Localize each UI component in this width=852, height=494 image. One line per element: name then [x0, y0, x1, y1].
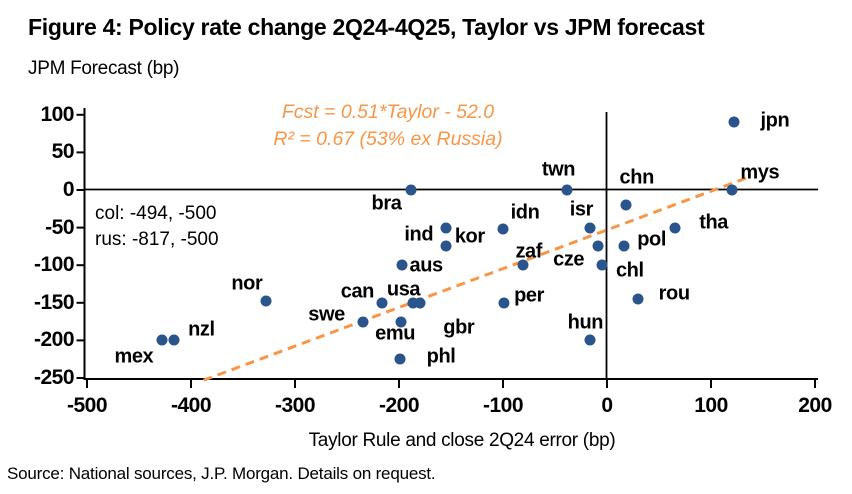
data-point-nor	[260, 295, 272, 307]
point-label-zaf: zaf	[515, 240, 543, 263]
trendline-dashed	[202, 175, 749, 382]
x-tick-label--400: -400	[170, 394, 212, 417]
point-label-usa: usa	[386, 278, 421, 301]
x-tick-label--200: -200	[378, 394, 420, 417]
offchart-note-rus: rus: -817, -500	[95, 229, 219, 250]
data-point-usa	[407, 297, 419, 309]
data-point-phl	[394, 353, 406, 365]
data-point-can	[376, 297, 388, 309]
data-point-ind	[440, 222, 452, 234]
point-label-gbr: gbr	[443, 316, 475, 339]
data-point-kor	[440, 240, 452, 252]
data-point-swe	[357, 316, 369, 328]
y-axis-title: JPM Forecast (bp)	[28, 58, 180, 79]
data-point-jpn	[728, 116, 740, 128]
y-tick-label-100: 100	[40, 102, 74, 126]
data-point-bra	[405, 184, 417, 196]
point-label-bra: bra	[371, 192, 402, 215]
y-tick-label--50: -50	[45, 215, 74, 239]
r-squared-line: R² = 0.67 (53% ex Russia)	[273, 128, 503, 150]
point-label-nor: nor	[231, 272, 263, 295]
point-label-emu: emu	[375, 322, 416, 345]
equation-line: Fcst = 0.51*Taylor - 52.0	[281, 101, 495, 123]
data-point-cze	[592, 240, 604, 252]
trendline-equation-annotation: Fcst = 0.51*Taylor - 52.0 R² = 0.67 (53%…	[273, 99, 502, 153]
offchart-note-col: col: -494, -500	[95, 203, 217, 224]
point-label-twn: twn	[541, 158, 576, 181]
y-tick-label--250: -250	[33, 366, 75, 389]
data-point-per	[498, 297, 510, 309]
point-label-kor: kor	[454, 225, 485, 248]
point-label-phl: phl	[426, 345, 456, 368]
point-label-pol: pol	[637, 228, 667, 251]
data-point-rou	[632, 293, 644, 305]
point-label-hun: hun	[567, 311, 604, 334]
data-point-idn	[497, 223, 509, 235]
x-tick-label--100: -100	[482, 394, 524, 417]
data-point-chn	[620, 199, 632, 211]
data-point-zaf	[517, 259, 529, 271]
data-point-nzl	[168, 334, 180, 346]
data-point-chl	[596, 259, 608, 271]
x-tick-label--500: -500	[66, 394, 108, 417]
y-tick-label--150: -150	[33, 290, 75, 314]
point-label-can: can	[340, 280, 375, 303]
data-point-mys	[726, 184, 738, 196]
data-point-aus	[396, 259, 408, 271]
x-tick-label-0: 0	[601, 394, 613, 417]
data-point-isr	[584, 222, 596, 234]
data-point-tha	[669, 222, 681, 234]
x-tick-label-200: 200	[798, 394, 832, 417]
x-axis-title: Taylor Rule and close 2Q24 error (bp)	[308, 430, 616, 451]
x-tick-label--300: -300	[274, 394, 316, 417]
point-label-mys: mys	[740, 161, 780, 184]
point-label-per: per	[514, 284, 544, 307]
x-tick-label-100: 100	[694, 394, 728, 417]
point-label-rou: rou	[658, 282, 690, 305]
offchart-points-note: col: -494, -500 rus: -817, -500	[95, 201, 219, 253]
data-point-twn	[561, 184, 573, 196]
source-note: Source: National sources, J.P. Morgan. D…	[7, 464, 436, 483]
point-label-aus: aus	[409, 254, 443, 277]
point-label-jpn: jpn	[760, 109, 790, 132]
figure-title: Figure 4: Policy rate change 2Q24-4Q25, …	[28, 14, 705, 40]
point-label-chn: chn	[619, 166, 655, 189]
point-label-ind: ind	[404, 223, 434, 246]
point-label-cze: cze	[553, 248, 585, 271]
point-label-isr: isr	[569, 198, 594, 221]
data-point-mex	[156, 334, 168, 346]
data-point-hun	[584, 334, 596, 346]
y-tick-label-0: 0	[62, 178, 75, 201]
point-label-nzl: nzl	[188, 318, 215, 341]
data-point-gbr	[414, 297, 426, 309]
point-label-swe: swe	[308, 303, 345, 326]
point-label-idn: idn	[510, 201, 540, 224]
data-point-pol	[618, 240, 630, 252]
data-point-emu	[395, 316, 407, 328]
point-label-chl: chl	[615, 259, 644, 282]
point-label-tha: tha	[699, 211, 728, 234]
point-label-mex: mex	[114, 345, 154, 368]
y-tick-label-50: 50	[51, 140, 75, 164]
y-tick-label--100: -100	[33, 253, 75, 277]
y-tick-label--200: -200	[33, 328, 75, 352]
